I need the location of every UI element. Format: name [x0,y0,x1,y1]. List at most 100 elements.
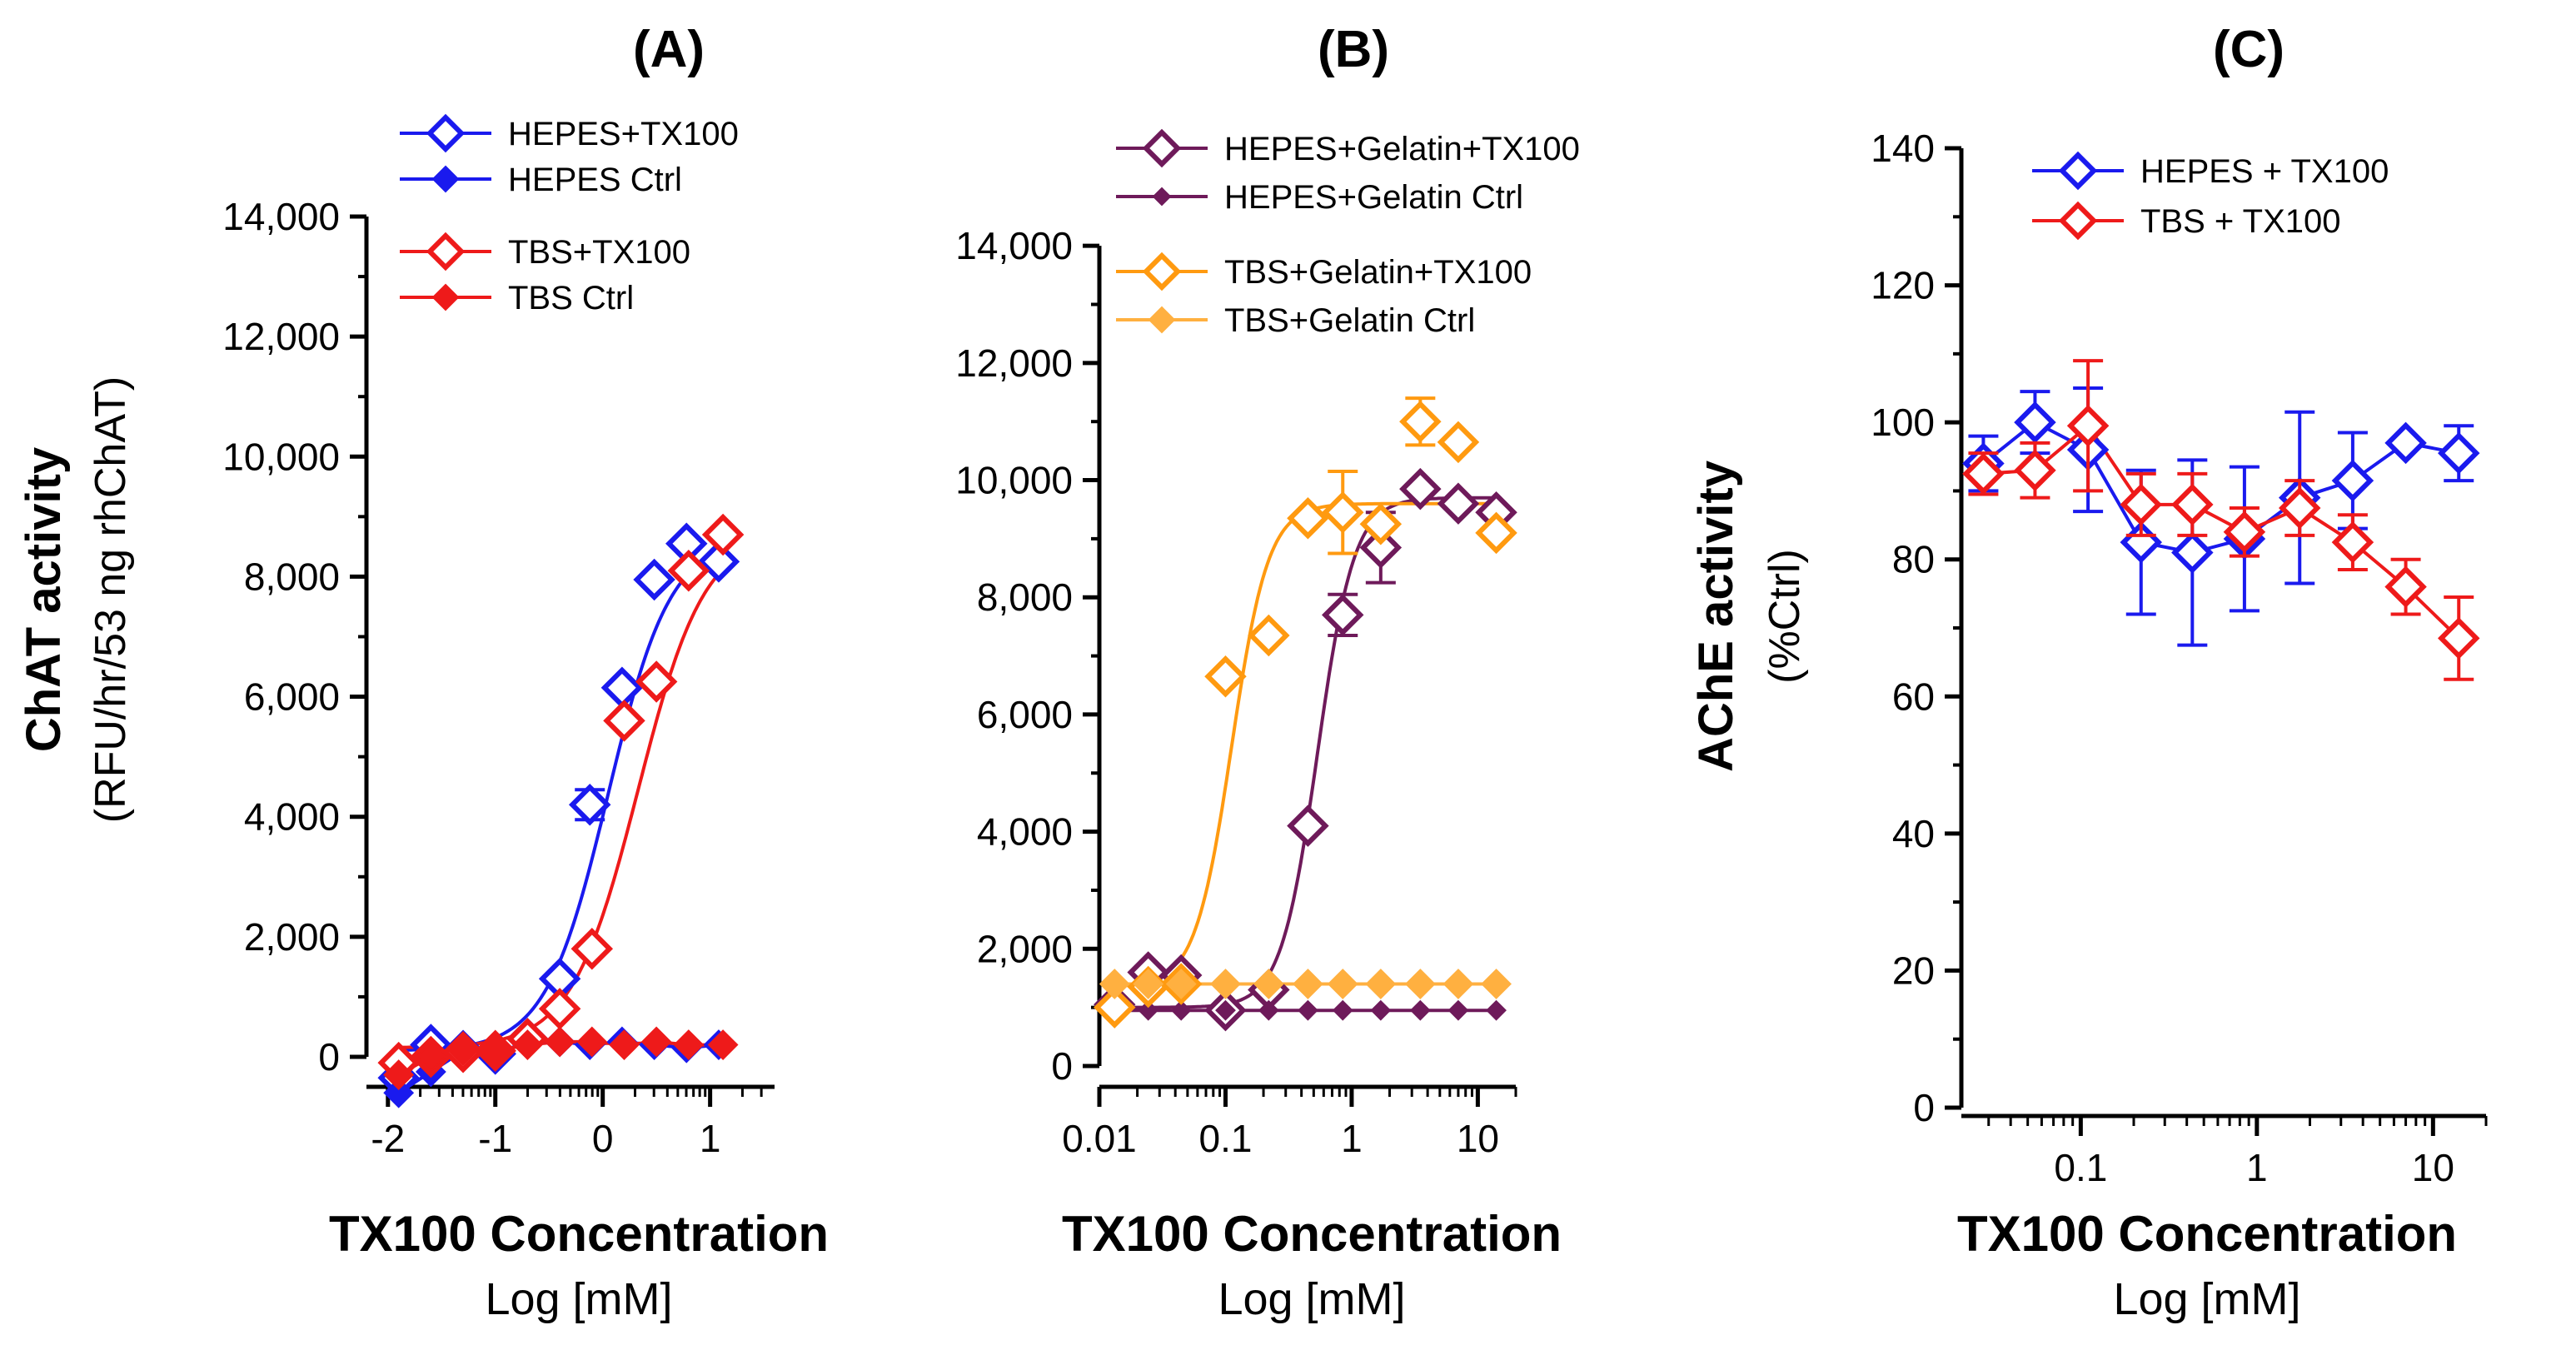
legend-label: HEPES+TX100 [508,116,739,152]
data-point [1287,805,1329,847]
y-tick-label: 2,000 [977,927,1073,970]
data-point [1138,999,1159,1021]
x-tick-label: 0.01 [1062,1117,1137,1160]
legend-marker [1142,128,1182,168]
legend-marker [426,232,466,271]
data-point [2331,459,2374,502]
panel-a-data-marks [377,513,745,1108]
data-point [2437,617,2480,660]
data-point [1292,969,1323,999]
panel-c-title: (C) [2213,21,2285,78]
y-tick-label: 14,000 [955,224,1073,267]
legend-marker [2058,201,2098,241]
y-tick-label: 0 [1051,1044,1073,1088]
y-tick-label: 80 [1892,538,1935,581]
panel-a-legend: HEPES+TX100 HEPES Ctrl TBS+TX100 TBS Ctrl [400,113,739,316]
data-point [1404,969,1436,999]
data-point [1370,999,1392,1021]
legend-marker [431,165,460,193]
x-tick-label: 0 [592,1117,614,1160]
data-point [480,1035,511,1067]
panel-b: (B) TX100 Concentration Log [mM] 0 2,000 4… [955,21,1580,1324]
data-point [1322,491,1364,534]
data-point [1248,614,1290,657]
data-point [568,784,611,826]
panel-a-x-axis-subtitle: Log [mM] [485,1274,672,1324]
panel-c-x-axis-subtitle: Log [mM] [2113,1274,2300,1324]
legend-label: TBS+Gelatin Ctrl [1224,302,1475,339]
data-point [633,558,675,601]
y-tick-label: 60 [1892,675,1935,718]
x-tick-label: 1 [2246,1146,2268,1189]
data-point [383,1059,415,1091]
data-point [1297,999,1318,1021]
y-tick-label: 4,000 [244,795,340,839]
data-point [1475,511,1517,555]
data-point [512,1029,543,1060]
data-point [1332,999,1353,1021]
legend-marker [426,113,466,153]
data-point [1399,467,1442,511]
panel-a-x-axis-title: TX100 Concentration [329,1206,829,1262]
data-point [1287,497,1329,540]
data-point [2171,531,2214,574]
data-point [544,1026,575,1058]
data-point [1365,969,1397,999]
panel-c-data-marks [1962,359,2480,681]
legend-marker [1148,306,1176,334]
y-tick-label: 14,000 [222,195,340,238]
fit-curve [1114,501,1497,989]
data-point [1170,999,1192,1021]
legend-label: TBS+Gelatin+TX100 [1224,254,1532,291]
data-point [1094,986,1136,1029]
data-point [1215,999,1236,1021]
data-point [2437,431,2480,475]
x-tick-label: 10 [2412,1146,2454,1189]
data-point [697,540,740,583]
legend-marker [1152,187,1172,207]
data-point [571,927,614,970]
data-point [2331,521,2374,564]
x-tick-label: 1 [700,1117,721,1160]
data-point [600,666,644,709]
data-point [707,1029,739,1060]
y-tick-label: 4,000 [977,810,1073,854]
data-point [1962,452,2005,496]
data-point [609,1029,640,1060]
legend-label: TBS Ctrl [508,280,634,316]
panel-c-y-axis-title: AChE activity [1689,461,1743,772]
data-point [1481,969,1512,999]
y-tick-label: 6,000 [977,693,1073,736]
legend-marker [1142,252,1182,291]
panel-a-axes: 0 2,000 4,000 6,000 8,000 10,000 12,000 14,000 -… [222,195,775,1160]
data-point [1204,655,1247,698]
legend-label: HEPES+Gelatin+TX100 [1224,131,1580,167]
data-point [1322,594,1364,636]
x-tick-label: 10 [1457,1117,1499,1160]
data-point [2223,511,2266,554]
data-point [667,549,710,592]
panel-c-x-axis-title: TX100 Concentration [1957,1206,2457,1262]
panel-b-x-axis-subtitle: Log [mM] [1218,1274,1405,1324]
panel-c-y-axis-subtitle: (%Ctrl) [1761,549,1809,684]
data-point [2171,483,2214,526]
panel-b-x-axis-title: TX100 Concentration [1062,1206,1562,1262]
legend-marker [431,283,460,311]
panel-a-y-axis-title: ChAT activity [17,447,71,752]
data-point [603,700,645,742]
data-point [2384,421,2427,465]
series-line [1983,423,2460,640]
y-tick-label: 40 [1892,812,1935,855]
y-tick-label: 2,000 [244,915,340,959]
data-point [415,1041,446,1073]
data-point [635,660,678,703]
panel-c-series-lines [1982,420,2460,640]
y-tick-label: 10,000 [955,459,1073,502]
data-point [576,1026,608,1058]
data-point [1447,999,1469,1021]
data-point [701,513,745,556]
data-point [1253,969,1284,999]
data-point [1165,969,1197,999]
data-point [2384,565,2427,608]
data-point [2066,405,2110,447]
